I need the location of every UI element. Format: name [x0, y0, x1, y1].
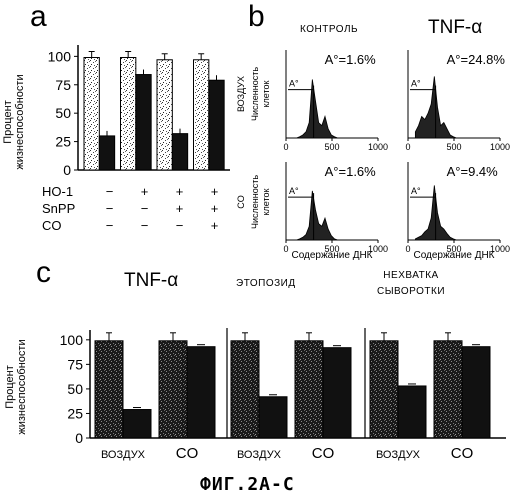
sign: − — [127, 217, 162, 234]
y-label: клеток — [261, 188, 271, 215]
histogram-area — [293, 79, 344, 138]
hist-x-tick-label: 500 — [446, 142, 461, 152]
group-title-tnf: TNF-α — [124, 270, 178, 292]
y-tick-label: 50 — [67, 381, 83, 397]
panel-a-row-labels: HO-1 SnPP CO — [42, 183, 75, 234]
hist-x-tick-label: 500 — [324, 142, 339, 152]
apo-marker: A° — [289, 186, 299, 196]
sign: − — [162, 217, 197, 234]
sign: + — [197, 183, 232, 200]
bar-treated — [259, 397, 287, 438]
panel-b-histograms: ВОЗДУХЧисленностьклетокCOЧисленностьклет… — [230, 30, 516, 260]
row-label-co: CO — [42, 217, 75, 234]
hist-x-label: Содержание ДНК — [291, 250, 372, 260]
apo-marker: A° — [289, 79, 299, 89]
hist-x-tick-label: 1000 — [490, 142, 510, 152]
hist-x-label: Содержание ДНК — [413, 250, 494, 260]
bar-control — [370, 341, 398, 438]
bar-control — [84, 58, 99, 171]
sign: + — [197, 200, 232, 217]
bar-treated — [99, 136, 114, 170]
bar-control — [194, 60, 209, 170]
hist-x-tick-label: 0 — [405, 142, 410, 152]
panel-c-chart: 100 75 50 25 0 ВОЗДУХ CO ВОЗДУХ CO ВОЗДУХ CO — [0, 300, 516, 470]
hist-x-tick-label: 0 — [283, 142, 288, 152]
panel-b-label: b — [248, 2, 265, 32]
group-title-serum: НЕХВАТКА СЫВОРОТКИ — [366, 268, 456, 300]
row-label-snpp: SnPP — [42, 200, 75, 217]
bar-treated — [209, 80, 224, 170]
bar-treated — [398, 386, 426, 438]
y-tick-label: 75 — [67, 356, 83, 372]
y-tick-label: 100 — [60, 332, 84, 348]
bar-treated — [123, 410, 151, 438]
sign: − — [127, 200, 162, 217]
bar-control — [121, 58, 136, 171]
apoptosis-annotation: A°=24.8% — [447, 52, 506, 67]
x-tick-label: ВОЗДУХ — [237, 449, 282, 461]
sign: + — [162, 200, 197, 217]
bar-control — [231, 341, 259, 438]
apo-marker: A° — [411, 186, 421, 196]
sign: − — [92, 217, 127, 234]
bar-treated — [136, 75, 151, 170]
panel-a-sign-grid: − + + + − − + + − − − + — [92, 183, 232, 234]
bar-control — [159, 341, 187, 438]
apoptosis-annotation: A°=1.6% — [325, 52, 377, 67]
sign: + — [197, 217, 232, 234]
hist-x-tick-label: 0 — [283, 244, 288, 254]
y-label: Численность — [250, 175, 260, 229]
bar-control — [434, 341, 462, 438]
bar-control — [157, 60, 172, 170]
bar-treated — [172, 134, 187, 170]
sign: + — [127, 183, 162, 200]
apoptosis-annotation: A°=9.4% — [447, 164, 499, 179]
histogram-area — [415, 76, 466, 138]
y-tick-label: 25 — [55, 134, 71, 150]
panel-c-label: c — [36, 258, 51, 288]
histogram-area — [293, 191, 344, 240]
y-tick-label: 100 — [48, 48, 72, 64]
histogram-area — [415, 185, 466, 240]
x-tick-label: CO — [312, 445, 335, 462]
group-title-serum-line1: НЕХВАТКА — [366, 268, 456, 284]
y-label: клеток — [261, 80, 271, 107]
row-title: ВОЗДУХ — [236, 76, 246, 112]
sign: − — [92, 200, 127, 217]
y-tick-label: 75 — [55, 77, 71, 93]
x-tick-label: ВОЗДУХ — [376, 449, 421, 461]
bar-treated — [187, 347, 215, 438]
group-title-serum-line2: СЫВОРОТКИ — [366, 284, 456, 300]
x-tick-label: CO — [176, 445, 199, 462]
apoptosis-annotation: A°=1.6% — [325, 164, 377, 179]
bar-treated — [462, 347, 490, 438]
sign: − — [92, 183, 127, 200]
y-tick-label: 0 — [63, 162, 71, 178]
x-tick-label: ВОЗДУХ — [101, 449, 146, 461]
y-tick-label: 0 — [75, 430, 83, 446]
hist-x-tick-label: 0 — [405, 244, 410, 254]
y-label: Численность — [250, 67, 260, 121]
x-tick-label: CO — [451, 445, 474, 462]
bar-treated — [323, 348, 351, 438]
row-label-ho1: HO-1 — [42, 183, 75, 200]
figure-label: ФИГ.2А-С — [200, 474, 295, 495]
sign: + — [162, 183, 197, 200]
apo-marker: A° — [411, 79, 421, 89]
group-title-etoposide: ЭТОПОЗИД — [236, 278, 296, 289]
bar-control — [295, 341, 323, 438]
y-tick-label: 25 — [67, 405, 83, 421]
hist-x-tick-label: 1000 — [368, 142, 388, 152]
bar-control — [95, 341, 123, 438]
row-title: CO — [236, 195, 246, 209]
y-tick-label: 50 — [55, 105, 71, 121]
